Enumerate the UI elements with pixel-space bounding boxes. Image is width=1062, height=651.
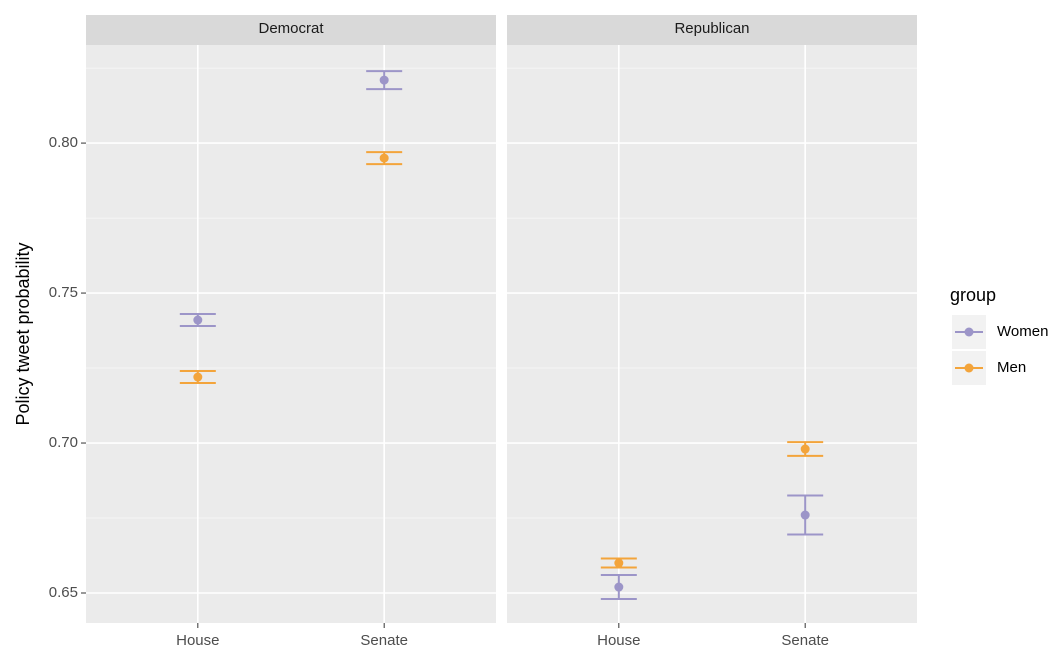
x-tick-label: Senate <box>360 632 408 649</box>
legend-label: Men <box>997 359 1026 376</box>
point <box>614 582 624 592</box>
strip <box>86 15 496 45</box>
y-axis-title: Policy tweet probability <box>13 242 33 425</box>
y-tick-label: 0.65 <box>49 584 78 601</box>
point <box>614 558 624 568</box>
y-tick-label: 0.75 <box>49 284 78 301</box>
point <box>800 444 810 454</box>
panel-background <box>86 45 496 623</box>
legend-point <box>964 363 974 373</box>
point <box>193 315 203 325</box>
point <box>379 153 389 163</box>
legend-title: group <box>950 285 996 305</box>
point <box>193 372 203 382</box>
facet-title: Democrat <box>258 20 324 37</box>
x-tick-label: House <box>597 632 640 649</box>
facet-title: Republican <box>674 20 749 37</box>
strip <box>507 15 917 45</box>
x-tick-label: Senate <box>781 632 829 649</box>
legend-point <box>964 327 974 337</box>
point <box>800 510 810 520</box>
x-tick-label: House <box>176 632 219 649</box>
panel-background <box>507 45 917 623</box>
legend-label: Women <box>997 323 1048 340</box>
y-tick-label: 0.70 <box>49 434 78 451</box>
y-tick-label: 0.80 <box>49 134 78 151</box>
point <box>379 75 389 85</box>
